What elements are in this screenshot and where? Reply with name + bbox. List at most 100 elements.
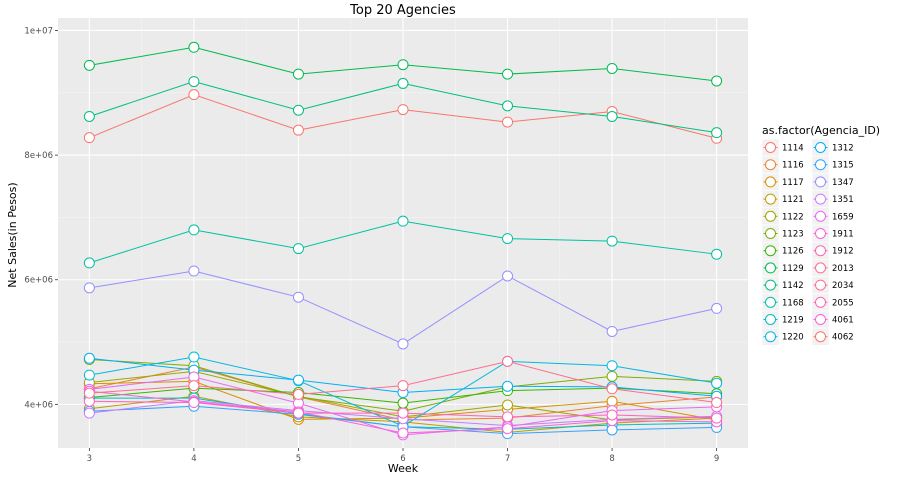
legend-label: 1312: [832, 144, 854, 154]
legend-label: 2034: [832, 281, 854, 291]
x-tick-label: 5: [296, 454, 301, 464]
data-point: [711, 412, 723, 424]
legend-key-marker: [815, 314, 826, 325]
data-point: [188, 397, 200, 409]
data-point: [606, 360, 618, 372]
data-point: [502, 68, 514, 80]
legend-label: 4061: [832, 316, 854, 326]
data-point: [188, 380, 200, 392]
legend-item: 1126: [761, 241, 804, 260]
y-tick-label: 4e+06: [24, 400, 53, 410]
legend-label: 1116: [782, 161, 804, 171]
legend-key-marker: [815, 142, 826, 153]
data-point: [711, 127, 723, 139]
legend-title: as.factor(Agencia_ID): [762, 124, 880, 137]
legend-key-marker: [765, 296, 776, 308]
legend-key-marker: [765, 262, 776, 274]
legend-label: 1220: [782, 333, 804, 343]
legend-label: 1912: [832, 247, 854, 257]
data-point: [502, 423, 514, 435]
series-1142: [83, 76, 723, 139]
data-point: [83, 257, 95, 269]
data-point: [502, 380, 514, 392]
series-1912: [83, 395, 723, 424]
data-point: [292, 388, 304, 400]
legend-item: 1121: [761, 190, 804, 208]
data-point: [83, 59, 95, 71]
legend-key-marker: [815, 159, 826, 171]
legend-label: 1347: [832, 178, 854, 188]
legend-key-marker: [765, 176, 776, 188]
legend-item: 1911: [811, 224, 854, 243]
legend-item: 2034: [811, 276, 854, 294]
legend-key-marker: [765, 193, 776, 205]
legend-key-marker: [815, 193, 826, 205]
legend-item: 1315: [811, 155, 854, 174]
data-point: [606, 370, 618, 382]
y-axis-title: Net Sales(in Pesos): [6, 182, 19, 287]
x-axis-title: Week: [388, 462, 419, 475]
data-point: [606, 424, 618, 436]
legend-item: 1220: [761, 327, 804, 346]
data-point: [397, 380, 409, 392]
legend-key-marker: [815, 262, 826, 274]
data-point: [397, 397, 409, 409]
legend-key-marker: [765, 245, 776, 257]
data-point: [292, 104, 304, 116]
legend-item: 1114: [761, 138, 804, 157]
data-point: [711, 248, 723, 260]
data-point: [606, 235, 618, 247]
legend-label: 1142: [782, 281, 804, 291]
legend-key-marker: [765, 314, 776, 325]
data-point: [83, 132, 95, 144]
data-point: [292, 291, 304, 303]
chart-title: Top 20 Agencies: [349, 3, 456, 18]
legend-item: 1312: [811, 138, 854, 157]
legend-item: 4062: [811, 327, 854, 346]
legend: as.factor(Agencia_ID) 111411161117112111…: [761, 124, 880, 346]
data-point: [606, 395, 618, 407]
series-1347: [83, 265, 723, 350]
data-point: [711, 75, 723, 87]
data-point: [83, 110, 95, 122]
data-point: [606, 325, 618, 337]
data-point: [397, 427, 409, 439]
data-point: [292, 68, 304, 80]
data-point: [188, 41, 200, 53]
series-1129: [83, 41, 723, 87]
data-point: [397, 338, 409, 350]
legend-label: 1911: [832, 230, 854, 240]
data-point: [188, 224, 200, 236]
axis-ticks: 3 4 5 6 7 8 9 4e+06 6e+06 8e+06 1e+07: [24, 26, 719, 464]
data-point: [606, 110, 618, 122]
y-tick-label: 8e+06: [24, 151, 53, 161]
legend-item: 4061: [811, 310, 854, 329]
legend-item: 1168: [761, 293, 804, 312]
legend-label: 1117: [782, 178, 804, 188]
data-point: [502, 270, 514, 282]
data-point: [606, 409, 618, 421]
legend-label: 1168: [782, 298, 804, 308]
x-tick-label: 9: [714, 454, 719, 464]
data-point: [502, 100, 514, 112]
x-tick-label: 6: [400, 454, 405, 464]
data-point: [397, 77, 409, 89]
legend-key-marker: [815, 228, 826, 239]
legend-key-marker: [765, 159, 776, 171]
data-point: [502, 399, 514, 411]
series-layer: [83, 41, 723, 441]
data-point: [83, 387, 95, 399]
legend-label: 1129: [782, 264, 804, 274]
data-point: [83, 282, 95, 294]
data-point: [292, 407, 304, 419]
legend-key-marker: [815, 331, 826, 343]
data-point: [606, 62, 618, 74]
legend-item: 1351: [811, 190, 854, 208]
legend-label: 1123: [782, 230, 804, 240]
legend-item: 1122: [761, 207, 804, 226]
legend-item: 2013: [811, 259, 854, 277]
data-point: [292, 374, 304, 386]
series-2013: [83, 355, 723, 409]
data-point: [397, 407, 409, 419]
